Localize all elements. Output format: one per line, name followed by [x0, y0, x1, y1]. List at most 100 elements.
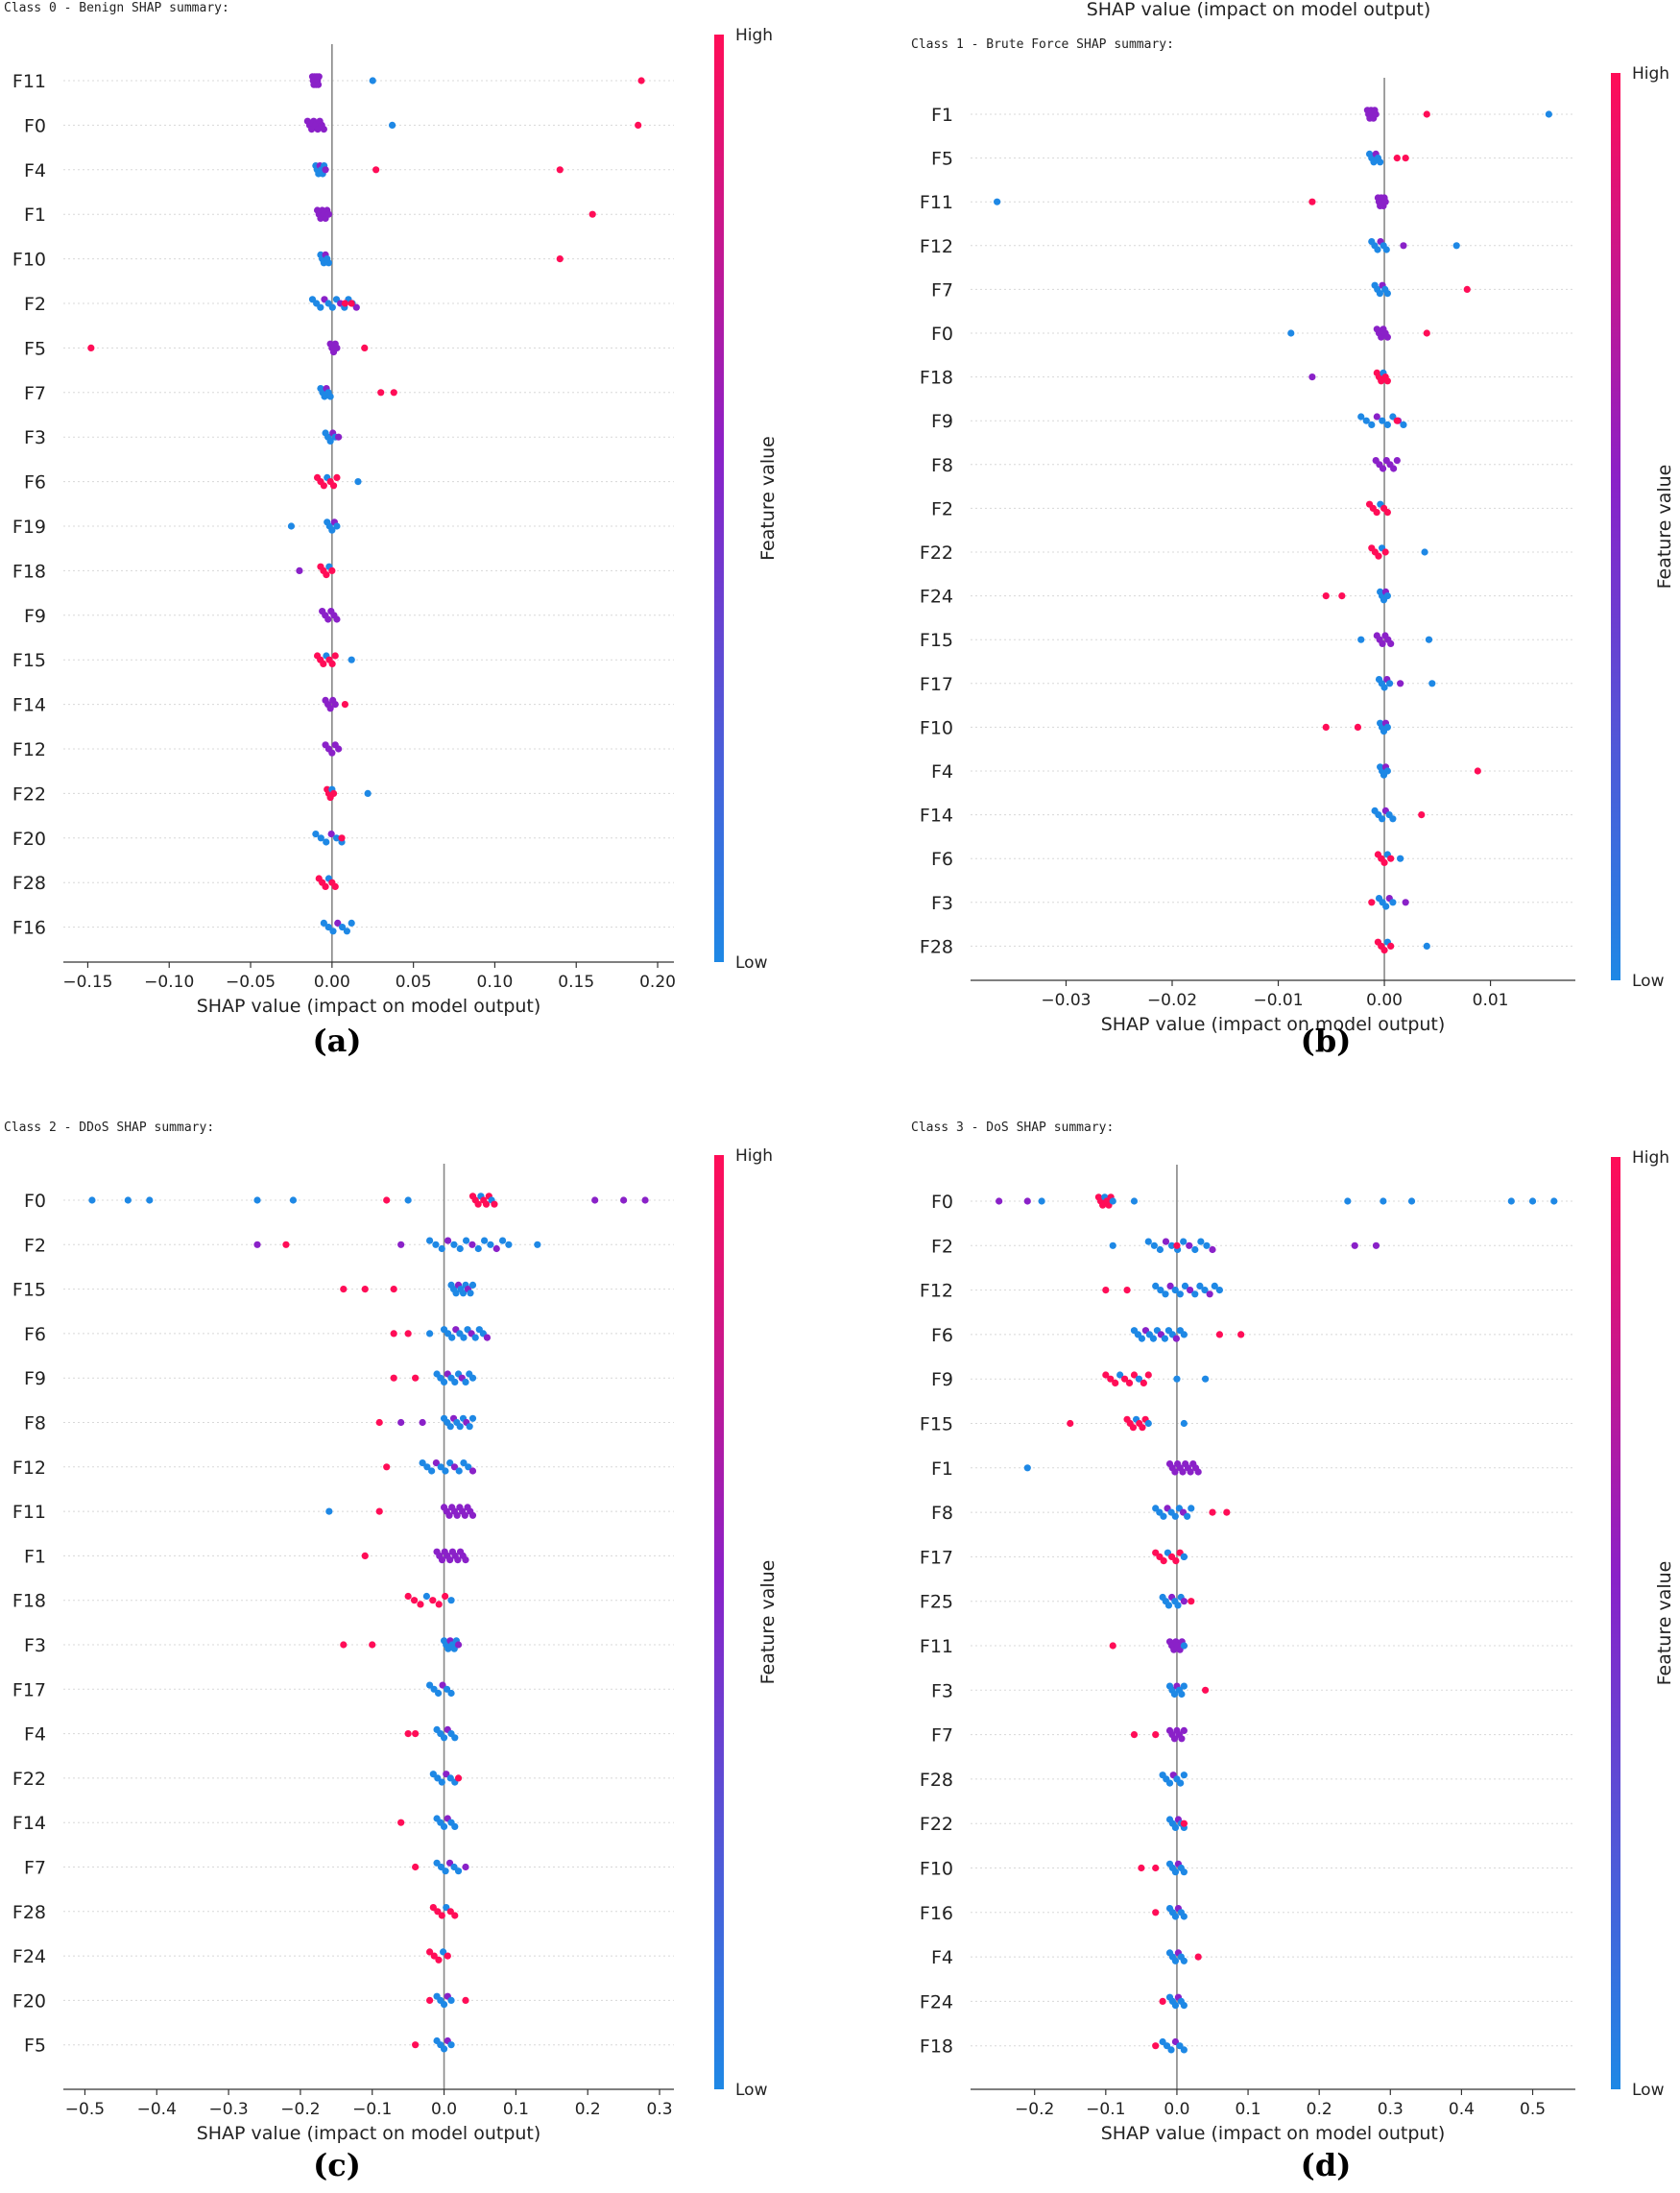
point-f5	[1402, 155, 1409, 162]
point-f2	[480, 1237, 489, 1244]
point-f7	[1383, 290, 1391, 298]
point-f22	[1421, 548, 1428, 556]
point-f16	[1180, 1913, 1188, 1920]
point-f0	[1528, 1197, 1537, 1205]
point-f9	[412, 1374, 420, 1382]
panel-b: Class 1 - Brute Force SHAP summary: F1 F5 F…	[911, 37, 1675, 1059]
feature-label-f8: F8	[931, 1503, 953, 1524]
x-tick-label: −0.4	[137, 2100, 177, 2119]
point-f2	[498, 1237, 507, 1244]
point-f2	[1186, 1241, 1193, 1249]
point-f9	[462, 1378, 469, 1386]
point-f14	[451, 1822, 459, 1830]
point-f11	[461, 1511, 468, 1519]
x-tick-label: 0.5	[1520, 2100, 1546, 2119]
x-tick-label: 0.05	[396, 973, 432, 992]
point-f20	[440, 2001, 448, 2009]
point-f18	[442, 1592, 449, 1601]
point-f9	[1201, 1375, 1210, 1383]
point-f25	[1174, 1602, 1182, 1609]
x-tick-label: −0.10	[144, 973, 194, 992]
point-f8	[1209, 1508, 1216, 1516]
colorbar-low-label: Low	[1632, 2081, 1665, 2100]
point-f2	[438, 1244, 445, 1253]
x-tick-label: −0.02	[1147, 991, 1197, 1010]
point-f12	[1211, 1282, 1218, 1289]
point-f16	[324, 924, 332, 931]
point-f20	[426, 1996, 434, 2004]
point-f15	[1144, 1419, 1152, 1428]
colorbar	[1611, 73, 1620, 980]
point-f12	[432, 1459, 441, 1467]
point-f2	[1209, 1245, 1216, 1254]
point-f12	[1201, 1287, 1209, 1294]
point-f10	[324, 259, 333, 267]
point-f2	[1351, 1241, 1358, 1249]
point-f9	[1107, 1375, 1115, 1383]
feature-label-f3: F3	[931, 893, 953, 914]
point-f9	[1102, 1371, 1110, 1379]
point-f0	[491, 1200, 498, 1208]
colorbar-low-label: Low	[735, 953, 768, 973]
point-f17	[1180, 1553, 1188, 1560]
point-f17	[430, 1685, 438, 1693]
point-f2	[1150, 1241, 1158, 1249]
feature-label-f11: F11	[12, 1502, 46, 1523]
point-f14	[440, 1822, 448, 1830]
feature-label-f2: F2	[931, 1236, 953, 1257]
feature-label-f11: F11	[920, 1636, 953, 1657]
subfigure-label: (c)	[313, 2147, 361, 2183]
point-f20	[327, 831, 335, 838]
point-f0	[1344, 1197, 1352, 1205]
point-f18	[435, 1601, 443, 1608]
point-f12	[1102, 1287, 1110, 1294]
point-f25	[1188, 1598, 1195, 1605]
point-f18	[404, 1592, 412, 1601]
point-f28	[1180, 1771, 1188, 1779]
point-f10	[1354, 723, 1362, 732]
point-f22	[1381, 548, 1389, 556]
point-f3	[1382, 903, 1390, 910]
point-f8	[1223, 1508, 1231, 1516]
point-f12	[1452, 242, 1460, 250]
x-tick-label: −0.5	[65, 2100, 105, 2119]
point-f17	[1160, 1557, 1167, 1565]
x-tick-label: 0.2	[575, 2100, 601, 2119]
feature-label-f9: F9	[24, 1368, 46, 1389]
feature-label-f28: F28	[920, 936, 953, 957]
point-f0	[289, 1196, 298, 1204]
x-tick-label: 0.15	[558, 973, 594, 992]
point-f16	[343, 928, 350, 935]
point-f17	[439, 1681, 446, 1689]
point-f9	[440, 1378, 448, 1386]
point-f24	[430, 1952, 438, 1960]
point-f8	[1393, 457, 1401, 465]
point-f9	[1393, 417, 1401, 424]
feature-label-f14: F14	[920, 806, 953, 827]
point-f1	[454, 1556, 462, 1564]
point-f2	[1156, 1245, 1164, 1254]
point-f18	[323, 571, 330, 579]
point-f8	[1160, 1512, 1167, 1520]
point-f2	[492, 1244, 500, 1253]
point-f6	[329, 482, 338, 490]
feature-label-f24: F24	[920, 587, 953, 608]
point-f18	[328, 566, 336, 575]
x-tick-label: −0.05	[226, 973, 276, 992]
point-f7	[390, 389, 397, 397]
x-tick-label: −0.3	[208, 2100, 248, 2119]
feature-label-f22: F22	[12, 783, 46, 805]
point-f28	[1423, 942, 1430, 951]
point-f15	[1357, 636, 1365, 643]
point-f2	[1162, 1238, 1170, 1245]
point-f8	[466, 1423, 473, 1431]
point-f12	[428, 1467, 436, 1475]
point-f0	[1550, 1197, 1558, 1205]
point-f0	[124, 1196, 132, 1204]
point-f3	[1402, 899, 1409, 906]
point-f22	[1375, 552, 1382, 560]
point-f20	[332, 834, 341, 842]
point-f12	[1196, 1282, 1204, 1289]
feature-label-f17: F17	[12, 1679, 46, 1700]
